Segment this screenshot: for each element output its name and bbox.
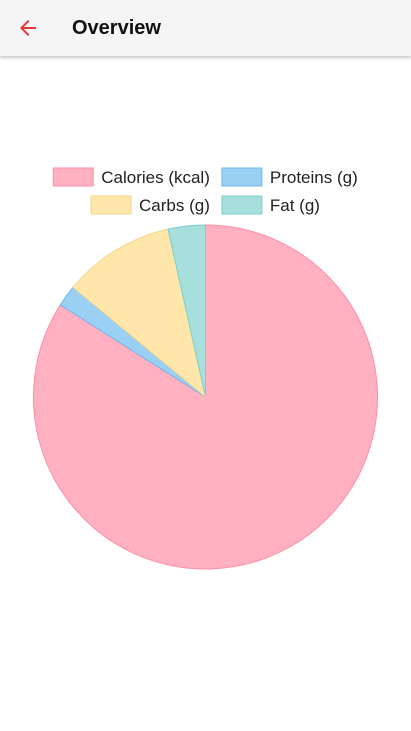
legend-label-0[interactable]: Calories (kcal) [101,168,210,187]
page-title: Overview [72,17,161,39]
arrow-left-icon [20,20,36,36]
legend-label-1[interactable]: Proteins (g) [270,168,358,187]
pie-chart-svg: Calories (kcal) Proteins (g) Carbs (g) Fat … [33,167,378,570]
legend-swatch-2[interactable] [90,195,132,215]
legend-swatch-1[interactable] [221,167,263,187]
macro-pie-chart: Calories (kcal) Proteins (g) Carbs (g) Fat … [0,57,411,731]
back-button[interactable] [8,8,48,48]
chart-legend: Calories (kcal) Proteins (g) Carbs (g) Fat … [52,167,358,215]
legend-swatch-3[interactable] [221,195,263,215]
app-bar: Overview [0,0,411,56]
legend-label-2[interactable]: Carbs (g) [139,196,210,215]
pie-slice-2[interactable] [72,228,207,399]
pie-slices [33,224,378,570]
pie-slice-3[interactable] [167,224,206,398]
legend-label-3[interactable]: Fat (g) [270,196,320,215]
legend-swatch-0[interactable] [52,167,94,187]
